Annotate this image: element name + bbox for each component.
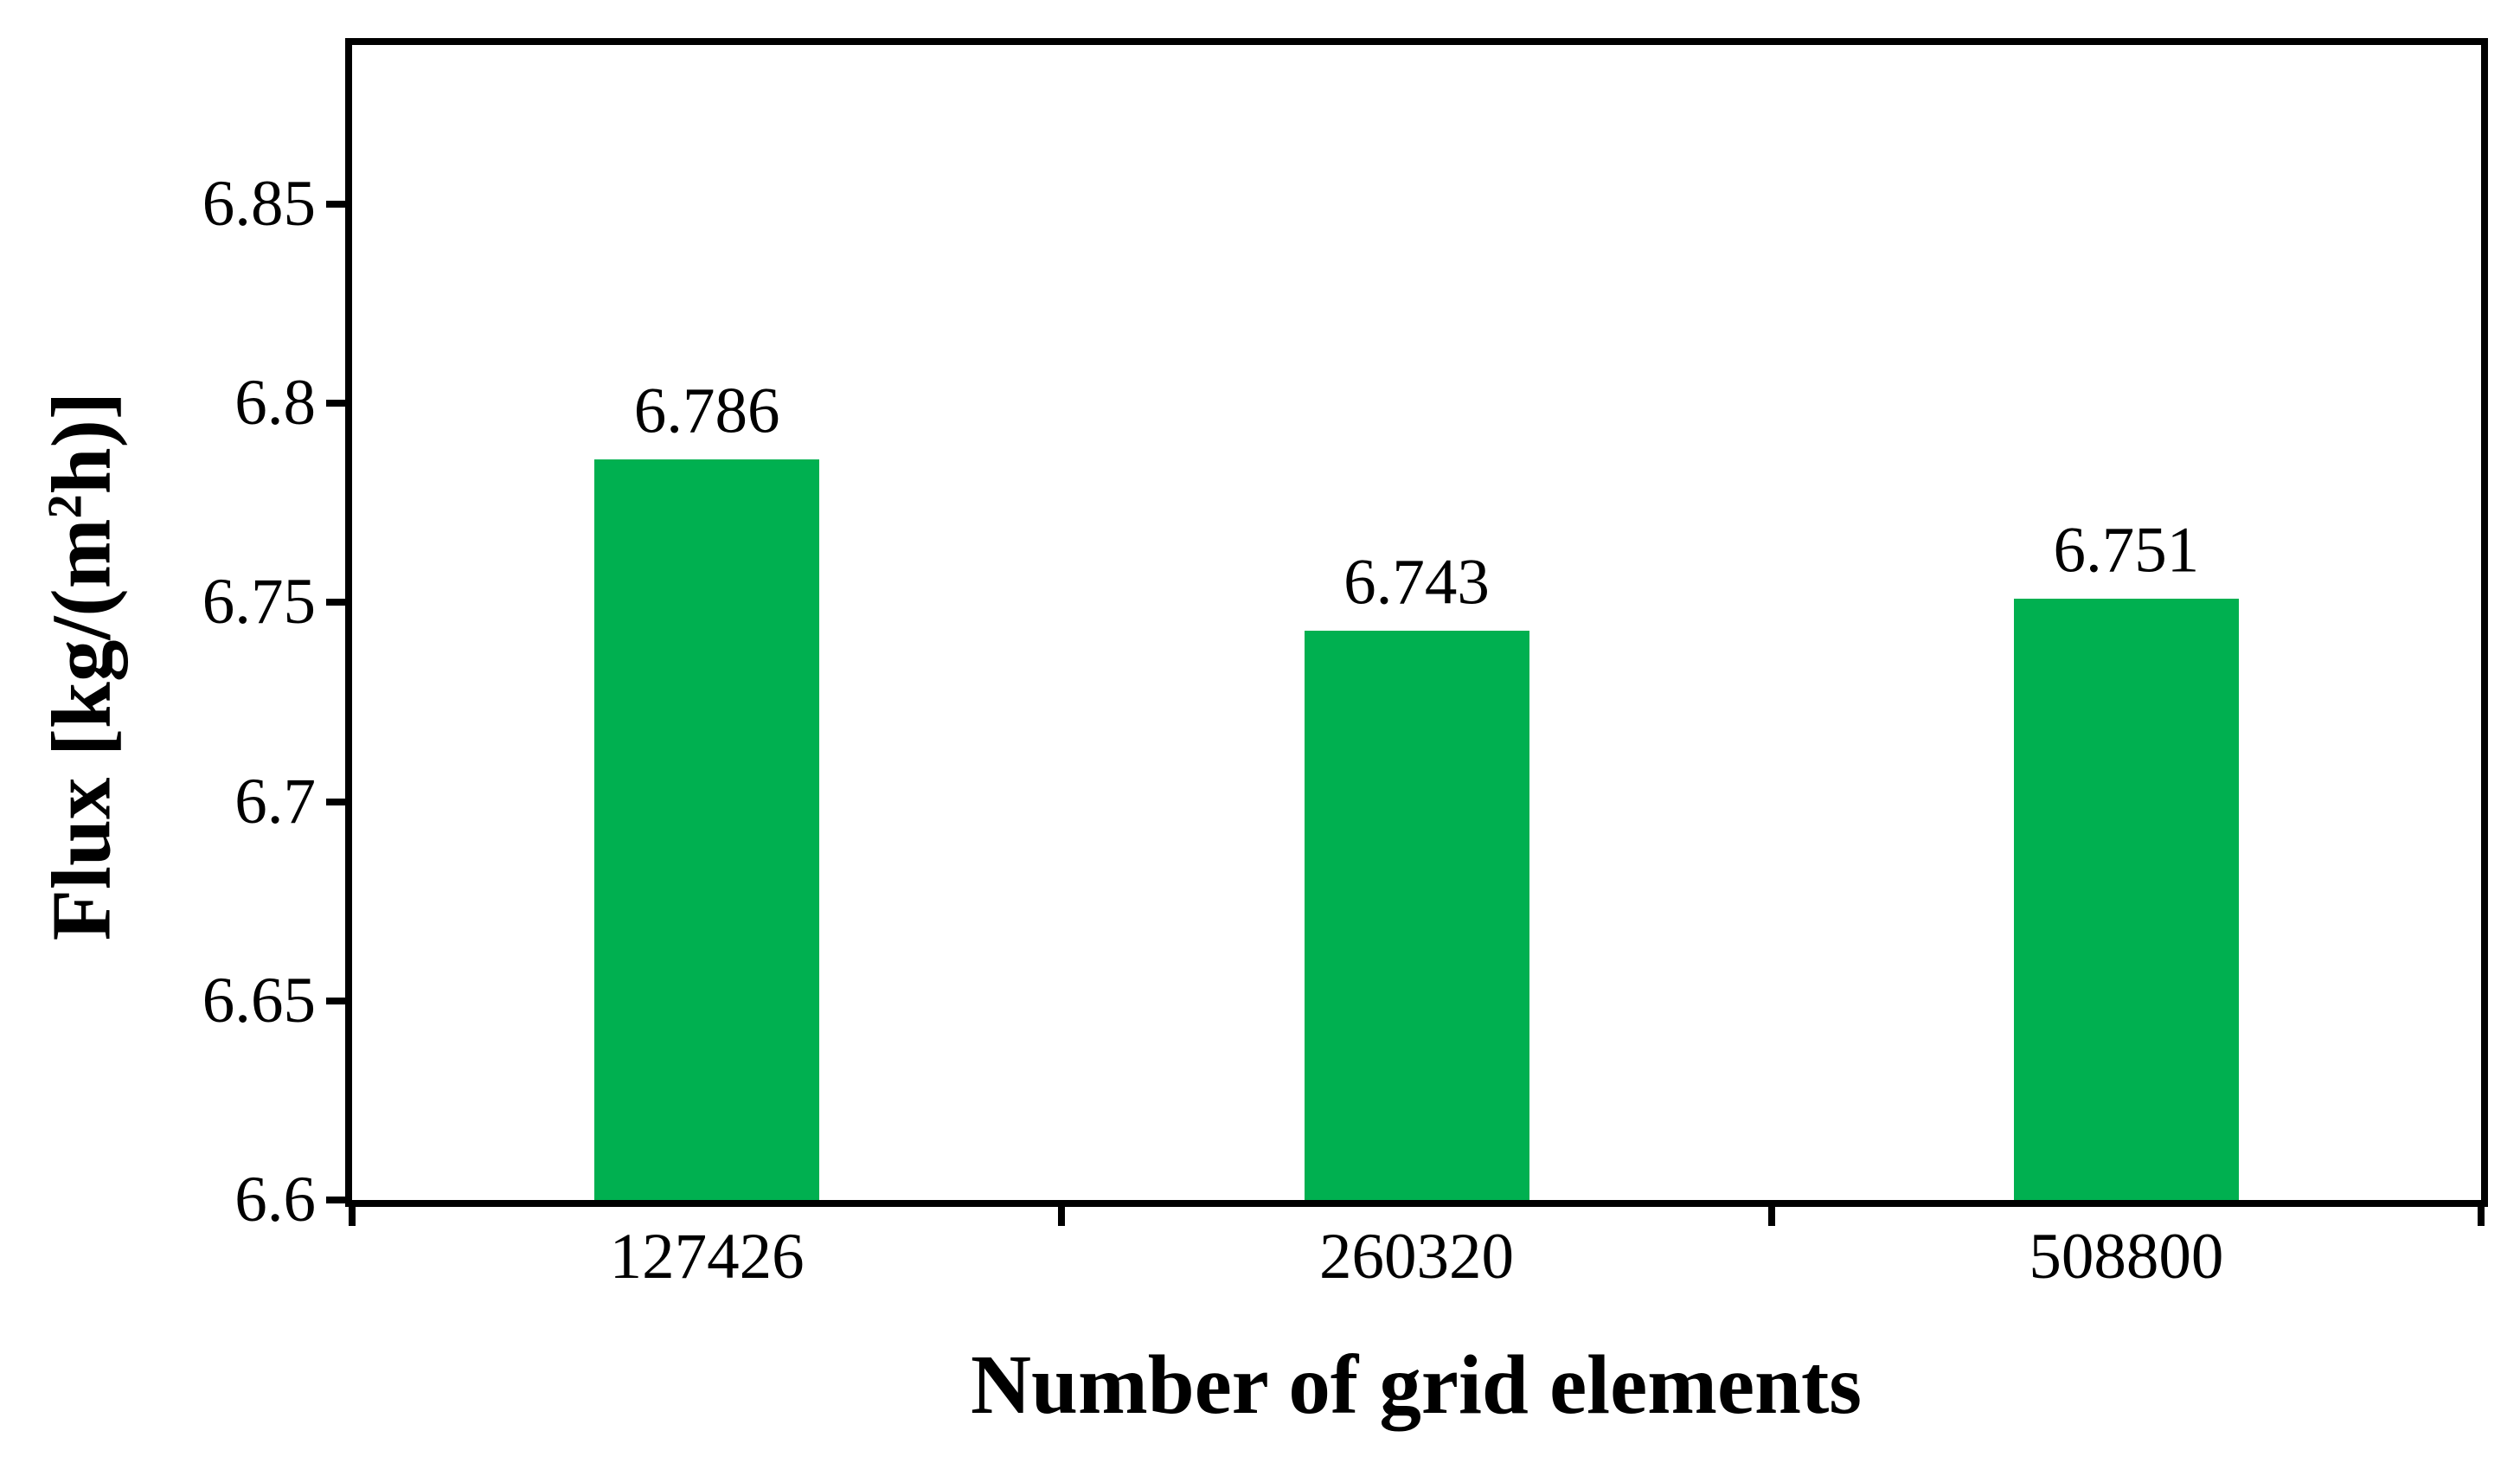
x-axis-title: Number of grid elements: [970, 1338, 1863, 1431]
y-tick-label: 6.85: [202, 167, 316, 240]
y-tick-label: 6.65: [202, 964, 316, 1036]
x-tick-label: 260320: [1319, 1221, 1514, 1293]
bar-value-label: 6.751: [2053, 514, 2200, 587]
y-tick-label: 6.75: [202, 566, 316, 638]
bar: [1304, 630, 1529, 1200]
y-tick-label: 6.8: [234, 367, 316, 440]
x-tick-mark: [2478, 1207, 2485, 1226]
x-tick-mark: [1058, 1207, 1066, 1226]
bar-value-label: 6.743: [1343, 546, 1490, 619]
y-tick-mark: [326, 201, 345, 209]
y-axis-title-post: h)]: [35, 391, 128, 495]
bar: [2013, 598, 2239, 1200]
y-tick-label: 6.6: [234, 1163, 316, 1235]
x-tick-mark: [1767, 1207, 1775, 1226]
bar: [594, 459, 820, 1200]
x-tick-label: 127426: [609, 1221, 805, 1293]
x-tick-mark: [349, 1207, 356, 1226]
y-axis-title-superscript: 2: [38, 494, 93, 519]
y-tick-mark: [326, 1197, 345, 1203]
y-axis-title: Flux [kg/(m2h)]: [35, 391, 129, 941]
y-axis-title-pre: Flux [kg/(m: [35, 518, 128, 941]
bar-value-label: 6.786: [633, 375, 780, 447]
y-tick-mark: [326, 997, 345, 1004]
y-tick-mark: [326, 400, 345, 407]
y-tick-label: 6.7: [234, 765, 316, 837]
x-tick-label: 508800: [2029, 1221, 2224, 1293]
y-tick-mark: [326, 599, 345, 606]
y-tick-mark: [326, 798, 345, 805]
